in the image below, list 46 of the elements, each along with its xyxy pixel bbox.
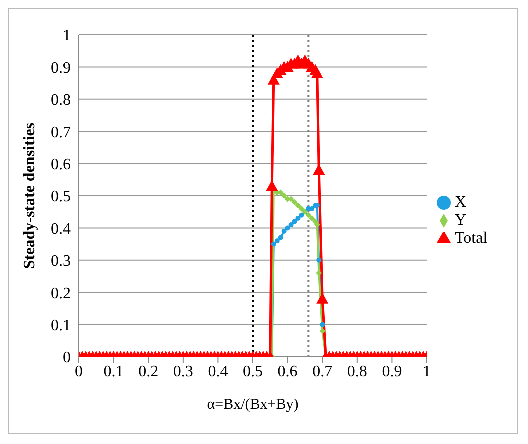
y-tick-label: 0.9: [51, 60, 71, 77]
y-tick-label: 0.2: [51, 285, 71, 302]
y-tick-label: 0: [63, 350, 71, 367]
point: [278, 235, 284, 240]
point: [298, 206, 305, 212]
x-tick-label: 0.8: [347, 363, 368, 380]
x-tick-label: 0.6: [278, 363, 298, 380]
legend-label: X: [455, 194, 467, 211]
point: [271, 242, 276, 247]
x-tick-label: 0.2: [138, 363, 159, 380]
point: [320, 328, 326, 334]
point: [285, 226, 290, 231]
point: [282, 228, 287, 234]
point: [292, 219, 298, 224]
point: [281, 193, 288, 199]
y-tick-label: 0.6: [51, 156, 71, 174]
y-tick-label: 0.1: [51, 317, 71, 334]
legend-label: Y: [455, 212, 467, 229]
x-axis-title: α=Bx/(Bx+By): [207, 397, 299, 413]
x-tick-label: 0.9: [382, 363, 402, 380]
y-tick-label: 0.7: [51, 124, 71, 142]
y-tick-label: 1: [63, 28, 71, 45]
point: [292, 199, 298, 206]
point: [299, 212, 304, 218]
y-tick-label: 0.5: [51, 188, 71, 206]
y-axis-title: Steady-state densities: [22, 122, 39, 270]
point: [310, 206, 315, 212]
x-tick-label: 0.4: [208, 363, 228, 380]
y-tick-label: 0.4: [51, 220, 71, 238]
x-tick-label: 0.5: [243, 363, 263, 380]
point: [316, 258, 322, 263]
x-tick-label: 1: [423, 363, 431, 380]
x-tick-label: 0: [75, 363, 83, 380]
legend-label: Total: [455, 230, 488, 247]
point: [288, 222, 294, 228]
y-tick-label: 0.8: [51, 92, 71, 110]
point: [309, 216, 316, 222]
point: [320, 322, 326, 328]
point: [296, 216, 301, 222]
point: [274, 238, 280, 244]
y-tick-label: 0.3: [51, 253, 71, 270]
x-tick-label: 0.3: [173, 363, 194, 380]
point: [295, 202, 302, 209]
x-tick-label: 0.7: [312, 363, 333, 380]
point: [306, 212, 312, 218]
x-tick-label: 0.1: [104, 363, 124, 380]
